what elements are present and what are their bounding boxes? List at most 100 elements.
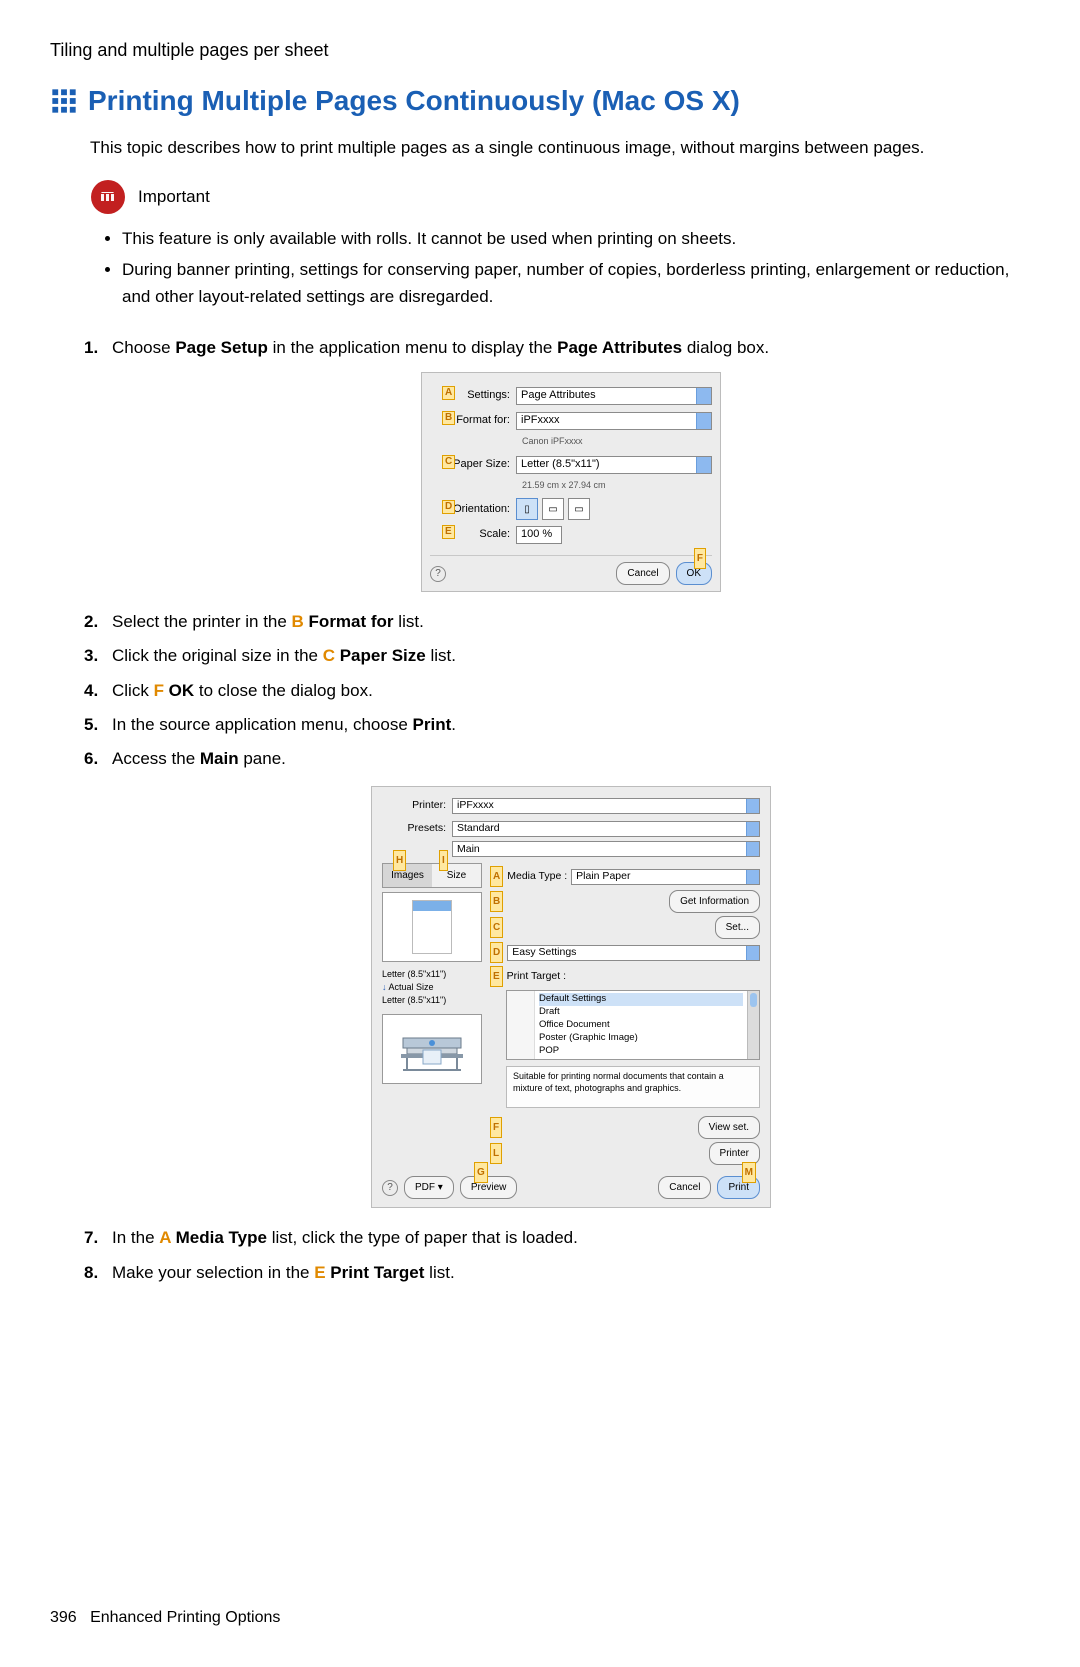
- scale-input[interactable]: 100 %: [516, 526, 562, 544]
- settings-select[interactable]: Page Attributes: [516, 387, 712, 405]
- label: Format for:: [456, 414, 510, 426]
- paper-size-select[interactable]: Letter (8.5"x11"): [516, 456, 712, 474]
- step-1: Choose Page Setup in the application men…: [84, 332, 1030, 592]
- t: list.: [424, 1263, 454, 1282]
- t: list.: [394, 612, 424, 631]
- list-item[interactable]: Office Document: [539, 1019, 743, 1032]
- letter-d: D: [442, 500, 455, 514]
- t: Actual Size: [389, 982, 434, 992]
- t: Paper Size: [335, 646, 426, 665]
- get-information-button[interactable]: Get Information: [669, 890, 760, 913]
- label: Print Target :: [507, 967, 566, 987]
- label: Presets:: [382, 819, 452, 839]
- preview-button[interactable]: Preview: [460, 1176, 518, 1199]
- t: list.: [426, 646, 456, 665]
- letter-l: L: [490, 1143, 502, 1164]
- t: in the application menu to display the: [268, 338, 557, 357]
- letter-f: F: [490, 1117, 502, 1138]
- v: Standard: [457, 819, 500, 839]
- list-item[interactable]: Poster (Graphic Image): [539, 1032, 743, 1045]
- letter: C: [323, 646, 335, 665]
- letter-e: E: [442, 525, 455, 539]
- t: In the source application menu, choose: [112, 715, 413, 734]
- t: Access the: [112, 749, 200, 768]
- pdf-button[interactable]: PDF ▾: [404, 1176, 454, 1199]
- t: list, click the type of paper that is lo…: [267, 1228, 578, 1247]
- step-2: Select the printer in the B Format for l…: [84, 606, 1030, 638]
- letter-d: D: [490, 942, 503, 963]
- t: OK: [164, 681, 194, 700]
- media-type-select[interactable]: Plain Paper: [571, 869, 760, 885]
- t: .: [451, 715, 456, 734]
- tab-images[interactable]: Images: [383, 864, 432, 887]
- label: Media Type :: [507, 867, 567, 887]
- letter-g: G: [474, 1162, 488, 1183]
- orientation-portrait-button[interactable]: ▯: [516, 498, 538, 520]
- letter: B: [292, 612, 304, 631]
- step-5: In the source application menu, choose P…: [84, 709, 1030, 741]
- steps-list: Choose Page Setup in the application men…: [84, 332, 1030, 1289]
- breadcrumb: Tiling and multiple pages per sheet: [50, 40, 1030, 61]
- easy-settings-select[interactable]: Easy Settings: [507, 945, 760, 961]
- footer-section: Enhanced Printing Options: [90, 1609, 280, 1626]
- page-number: 396: [50, 1609, 77, 1626]
- help-button[interactable]: ?: [382, 1180, 398, 1196]
- t: Choose: [112, 338, 175, 357]
- step-7: In the A Media Type list, click the type…: [84, 1222, 1030, 1254]
- label: Scale:: [479, 528, 510, 540]
- v: Plain Paper: [576, 867, 630, 887]
- letter-i: I: [439, 850, 448, 871]
- v: Easy Settings: [512, 943, 576, 963]
- list-item[interactable]: POP: [539, 1045, 743, 1058]
- pane-select[interactable]: Main: [452, 841, 760, 857]
- presets-select[interactable]: Standard: [452, 821, 760, 837]
- page-info: Letter (8.5"x11") ↓ Actual Size Letter (…: [382, 968, 482, 1006]
- t: Letter (8.5"x11"): [382, 994, 482, 1007]
- main-pane-dialog: Printer:iPFxxxx Presets:Standard Main H …: [371, 786, 771, 1209]
- printer-select[interactable]: iPFxxxx: [452, 798, 760, 814]
- t: Make your selection in the: [112, 1263, 314, 1282]
- v: Main: [457, 840, 480, 860]
- letter-c: C: [490, 917, 503, 938]
- list-item[interactable]: Draft: [539, 1006, 743, 1019]
- t: Media Type: [171, 1228, 267, 1247]
- letter: E: [314, 1263, 325, 1282]
- cancel-button[interactable]: Cancel: [616, 562, 669, 585]
- important-item: During banner printing, settings for con…: [122, 256, 1030, 310]
- letter-h: H: [393, 850, 406, 871]
- scrollbar[interactable]: [747, 991, 759, 1059]
- orientation-landscape-button[interactable]: ▭: [542, 498, 564, 520]
- format-for-select[interactable]: iPFxxxx: [516, 412, 712, 430]
- important-list: This feature is only available with roll…: [122, 225, 1030, 311]
- print-target-list[interactable]: Default Settings Draft Office Document P…: [506, 990, 760, 1060]
- view-set-button[interactable]: View set.: [698, 1116, 760, 1139]
- cancel-button[interactable]: Cancel: [658, 1176, 711, 1199]
- t: dialog box.: [682, 338, 769, 357]
- label: Printer:: [382, 796, 452, 816]
- t: pane.: [239, 749, 286, 768]
- letter-a: A: [490, 866, 503, 887]
- t: Main: [200, 749, 239, 768]
- heading-row: Printing Multiple Pages Continuously (Ma…: [50, 85, 1030, 117]
- v: 100 %: [521, 524, 552, 545]
- label: Orientation:: [453, 503, 510, 515]
- letter-e: E: [490, 966, 503, 987]
- papersize-sub: 21.59 cm x 27.94 cm: [522, 477, 712, 494]
- important-label: Important: [138, 187, 210, 207]
- t: Click the original size in the: [112, 646, 323, 665]
- page-attributes-dialog: ASettings: Page Attributes BFormat for: …: [421, 372, 721, 592]
- important-item: This feature is only available with roll…: [122, 225, 1030, 252]
- list-item[interactable]: Default Settings: [539, 993, 743, 1006]
- t: In the: [112, 1228, 159, 1247]
- help-button[interactable]: ?: [430, 566, 446, 582]
- letter-c: C: [442, 455, 455, 469]
- t: Page Setup: [175, 338, 268, 357]
- t: Click: [112, 681, 154, 700]
- orientation-landscape-rev-button[interactable]: ▭: [568, 498, 590, 520]
- printer-image: [382, 1014, 482, 1084]
- set-button[interactable]: Set...: [715, 916, 760, 939]
- letter-m: M: [742, 1162, 756, 1183]
- t: Page Attributes: [557, 338, 682, 357]
- step-3: Click the original size in the C Paper S…: [84, 640, 1030, 672]
- t: Format for: [304, 612, 394, 631]
